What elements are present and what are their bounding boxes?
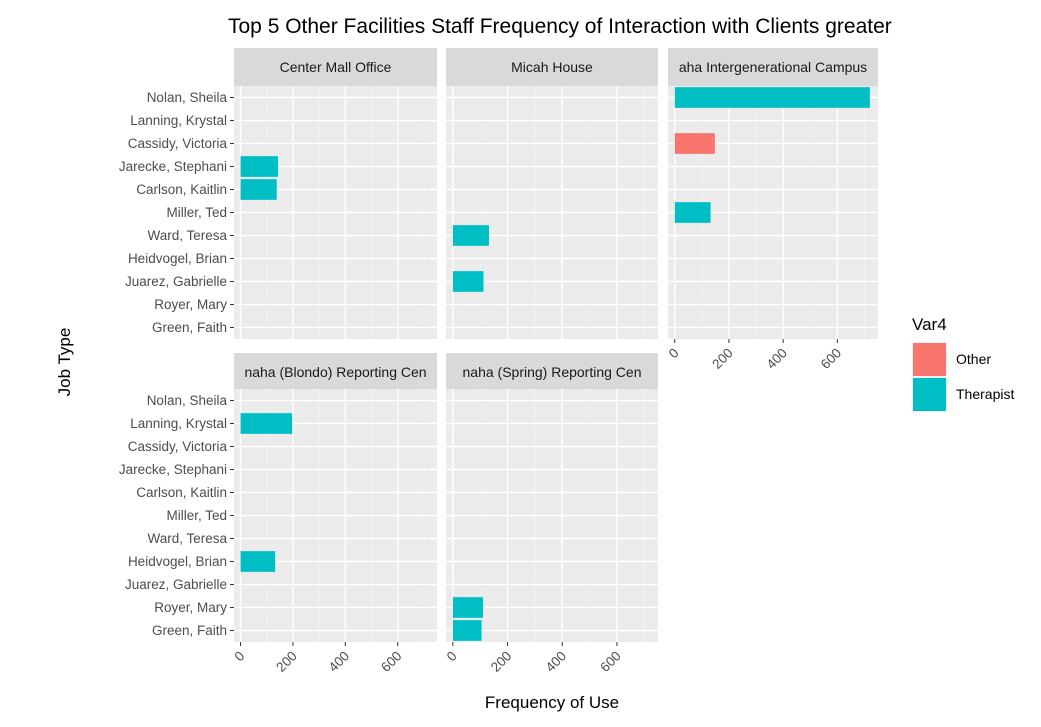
y-tick-label-nolan-sheila: Nolan, Sheila — [147, 90, 228, 105]
y-tick-label-juarez-gabrielle: Juarez, Gabrielle — [125, 577, 227, 592]
x-tick-label: 200 — [709, 345, 736, 372]
y-tick-label-lanning-krystal: Lanning, Krystal — [130, 113, 227, 128]
facet-panel-4: naha (Blondo) Reporting Cen 0 200 400 600 Nol… — [119, 353, 437, 675]
y-tick-label-heidvogel-brian: Heidvogel, Brian — [128, 251, 227, 266]
y-tick-label-juarez-gabrielle: Juarez, Gabrielle — [125, 274, 227, 289]
x-tick-label: 400 — [543, 648, 570, 675]
chart-title: Top 5 Other Facilities Staff Frequency o… — [228, 15, 892, 38]
y-tick-label-green-faith: Green, Faith — [152, 623, 227, 638]
x-tick-label: 200 — [488, 648, 515, 675]
y-tick-label-ward-teresa: Ward, Teresa — [147, 228, 227, 243]
bar-cassidy-victoria — [674, 133, 715, 154]
facet-strip — [234, 353, 437, 389]
bar-heidvogel-brian — [240, 551, 276, 572]
facet-strip-label: Center Mall Office — [280, 59, 392, 75]
y-tick-label-royer-mary: Royer, Mary — [154, 600, 227, 615]
facet-strip-label: naha (Blondo) Reporting Cen — [244, 364, 426, 380]
bar-nolan-sheila — [674, 87, 870, 108]
facet-strip-label: naha (Spring) Reporting Cen — [463, 364, 642, 380]
x-tick-label: 0 — [666, 345, 682, 361]
y-axis-title: Job Type — [55, 328, 74, 397]
facet-strip-label: aha Intergenerational Campus — [679, 59, 867, 75]
y-tick-label-nolan-sheila: Nolan, Sheila — [147, 393, 228, 408]
facet-strip — [668, 48, 878, 86]
x-tick-label: 600 — [378, 648, 405, 675]
x-tick-label: 0 — [444, 648, 460, 664]
legend-label-other: Other — [956, 351, 991, 367]
legend-label-therapist: Therapist — [956, 386, 1014, 402]
facet-panel-3: aha Intergenerational Campus 0 200 400 600 — [666, 48, 878, 372]
facet-strip — [446, 353, 658, 389]
y-tick-label-cassidy-victoria: Cassidy, Victoria — [128, 136, 228, 151]
facet-strip — [446, 48, 658, 86]
y-tick-label-green-faith: Green, Faith — [152, 320, 227, 335]
y-tick-label-heidvogel-brian: Heidvogel, Brian — [128, 554, 227, 569]
bar-juarez-gabrielle — [452, 271, 484, 292]
legend-swatch-therapist — [913, 378, 946, 411]
facet-panel-2: Micah House — [446, 48, 658, 339]
y-tick-label-cassidy-victoria: Cassidy, Victoria — [128, 439, 228, 454]
facet-strip — [234, 48, 437, 86]
x-tick-label: 400 — [326, 648, 353, 675]
x-tick-label: 0 — [232, 648, 248, 664]
chart-panels: Center Mall Office Nolan, Sheila Lanning, … — [119, 48, 878, 675]
bar-carlson-kaitlin — [240, 179, 277, 200]
x-tick-label: 200 — [273, 648, 300, 675]
y-tick-label-carlson-kaitlin: Carlson, Kaitlin — [136, 485, 227, 500]
y-tick-label-carlson-kaitlin: Carlson, Kaitlin — [136, 182, 227, 197]
bar-lanning-krystal — [240, 413, 293, 434]
x-tick-label: 600 — [597, 648, 624, 675]
facet-panel-5: naha (Spring) Reporting Cen 0 200 400 600 — [444, 353, 658, 675]
bar-ward-teresa — [452, 225, 489, 246]
y-tick-label-ward-teresa: Ward, Teresa — [147, 531, 227, 546]
bar-miller-ted — [674, 202, 711, 223]
y-tick-label-miller-ted: Miller, Ted — [166, 508, 227, 523]
x-tick-label: 400 — [764, 345, 791, 372]
facet-strip-label: Micah House — [511, 59, 593, 75]
legend-title: Var4 — [912, 315, 947, 334]
bar-green-faith — [452, 620, 482, 641]
facet-panel-1: Center Mall Office Nolan, Sheila Lanning, … — [119, 48, 437, 339]
bar-jarecke-stephani — [240, 156, 279, 177]
bar-royer-mary — [452, 597, 483, 618]
legend: Var4 Other Therapist — [912, 315, 1014, 412]
y-tick-label-jarecke-stephani: Jarecke, Stephani — [119, 462, 227, 477]
y-tick-label-miller-ted: Miller, Ted — [166, 205, 227, 220]
x-tick-label: 600 — [818, 345, 845, 372]
y-tick-label-lanning-krystal: Lanning, Krystal — [130, 416, 227, 431]
legend-swatch-other — [913, 343, 946, 376]
y-tick-label-royer-mary: Royer, Mary — [154, 297, 227, 312]
x-axis-title: Frequency of Use — [485, 693, 619, 712]
y-tick-label-jarecke-stephani: Jarecke, Stephani — [119, 159, 227, 174]
